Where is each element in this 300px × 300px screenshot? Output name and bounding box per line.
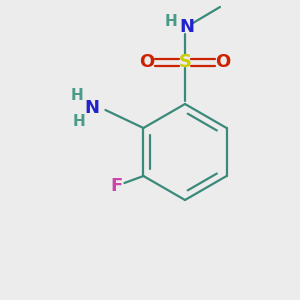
Text: N: N xyxy=(179,18,194,36)
Text: O: O xyxy=(140,53,154,71)
Text: H: H xyxy=(73,113,86,128)
Text: S: S xyxy=(178,53,191,71)
Text: F: F xyxy=(110,177,123,195)
Text: H: H xyxy=(165,14,177,28)
Text: N: N xyxy=(84,99,99,117)
Text: O: O xyxy=(215,53,231,71)
Text: H: H xyxy=(71,88,84,103)
